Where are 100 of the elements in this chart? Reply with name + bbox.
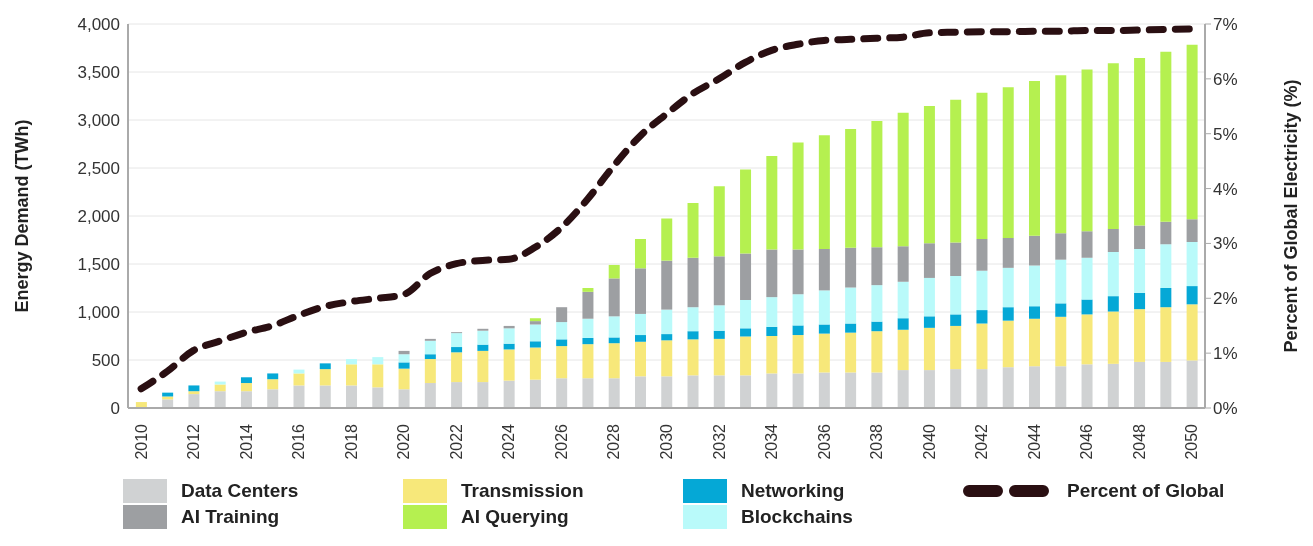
bar (424, 383, 436, 408)
y-tick-label: 2,000 (77, 207, 120, 227)
bar (950, 242, 962, 276)
bar (976, 270, 988, 311)
bar (556, 346, 568, 379)
bar (950, 325, 962, 370)
bar (319, 369, 331, 386)
bar (713, 375, 725, 408)
x-tick-label: 2030 (658, 423, 675, 460)
bar (556, 322, 568, 340)
bar (267, 379, 279, 390)
bar (319, 385, 331, 408)
bar (713, 330, 725, 339)
bar (529, 341, 541, 348)
bar (976, 92, 988, 240)
bar (608, 316, 620, 338)
bar (188, 394, 200, 408)
bar (923, 370, 935, 408)
bar (634, 239, 646, 269)
x-tick-label: 2022 (447, 423, 465, 460)
bar (1160, 221, 1172, 245)
bar (687, 257, 699, 308)
bar (424, 354, 436, 360)
bar (346, 359, 358, 365)
bar (766, 336, 778, 374)
bar (477, 330, 489, 345)
bar (451, 347, 463, 353)
bar (1134, 249, 1146, 293)
bar (582, 337, 594, 345)
bar (950, 314, 962, 326)
bar (740, 328, 752, 337)
y2-tick-label: 1% (1213, 344, 1238, 364)
bar (398, 362, 410, 369)
bar (740, 169, 752, 254)
bar (1002, 267, 1014, 308)
bar (923, 243, 935, 278)
y2-tick-label: 5% (1213, 124, 1238, 144)
y2-axis-title: Percent of Global Electricity (%) (1281, 79, 1302, 353)
bar (845, 332, 857, 373)
bar (766, 249, 778, 298)
bar (792, 325, 804, 336)
bar (766, 373, 778, 408)
bar (608, 343, 620, 379)
bar (556, 339, 568, 347)
bar (871, 331, 883, 373)
x-tick-label: 2026 (552, 423, 570, 460)
bar (1134, 225, 1146, 250)
bar (1081, 314, 1093, 365)
bar (976, 239, 988, 271)
x-tick-label: 2032 (710, 423, 728, 460)
bar (1055, 303, 1067, 317)
y-tick-label: 3,500 (77, 63, 120, 83)
bar (1160, 288, 1172, 308)
y2-tick-label: 2% (1213, 289, 1238, 309)
bar (1134, 361, 1146, 408)
bar (398, 354, 410, 363)
bar (477, 382, 489, 408)
bar (451, 382, 463, 408)
bar (687, 307, 699, 332)
bar (1160, 244, 1172, 288)
bar (188, 391, 200, 395)
bar (1081, 364, 1093, 408)
bar (608, 337, 620, 344)
bar (1186, 286, 1198, 305)
bar (766, 156, 778, 250)
bar (582, 288, 594, 292)
x-tick-label: 2050 (1183, 423, 1201, 460)
bar (1134, 58, 1146, 226)
bar (740, 336, 752, 376)
bar (713, 256, 725, 306)
y2-tick-label: 4% (1213, 179, 1238, 199)
bar (845, 247, 857, 288)
bar (398, 368, 410, 390)
bar (1134, 309, 1146, 362)
bar (1081, 231, 1093, 258)
bar (871, 285, 883, 322)
bar (634, 376, 646, 408)
bar (346, 364, 358, 386)
bar (634, 268, 646, 314)
bar (188, 385, 200, 392)
bar (1055, 233, 1067, 260)
x-tick-label: 2048 (1130, 423, 1148, 460)
bar (661, 334, 673, 341)
bar (424, 359, 436, 384)
bar (346, 385, 358, 408)
y-tick-label: 0 (110, 399, 120, 419)
x-tick-label: 2024 (500, 423, 518, 460)
bar (792, 249, 804, 295)
bar (1029, 81, 1040, 236)
bar (897, 329, 909, 371)
x-tick-label: 2016 (290, 423, 308, 460)
x-tick-label: 2044 (1025, 423, 1043, 460)
bar (1029, 366, 1040, 408)
bar (214, 391, 226, 408)
bar (477, 344, 489, 351)
y-tick-label: 1,000 (77, 303, 120, 323)
bar (1186, 241, 1198, 287)
bar (818, 324, 830, 334)
bar (162, 399, 174, 408)
bar (372, 357, 384, 365)
